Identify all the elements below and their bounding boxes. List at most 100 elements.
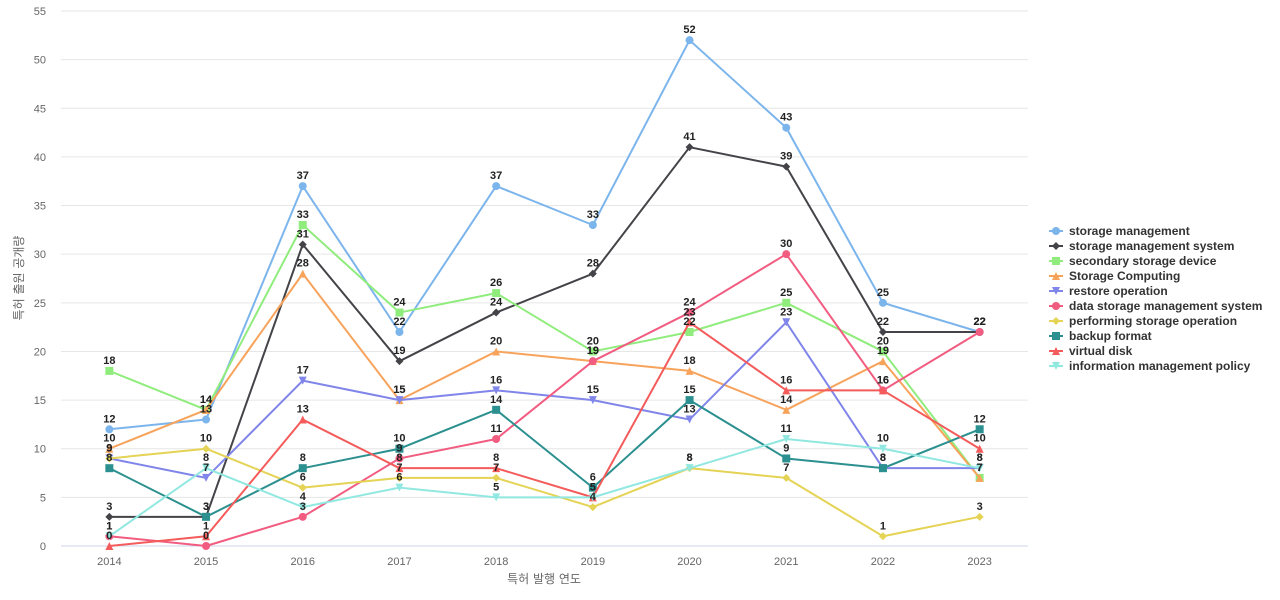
data-label: 6: [590, 472, 596, 484]
data-label: 1: [106, 520, 112, 532]
data-point: [298, 503, 307, 512]
y-tick-label: 30: [34, 249, 46, 261]
y-axis-ticks: 0 5 10 15 20 25 30 35 40 45 50 55: [34, 6, 46, 553]
data-point: [782, 386, 791, 395]
legend-item[interactable]: data storage management system: [1049, 299, 1262, 313]
data-label: 3: [106, 501, 112, 513]
y-tick-label: 15: [34, 395, 46, 407]
data-label: 22: [393, 316, 405, 328]
data-point: [782, 405, 791, 414]
data-point: [878, 328, 887, 336]
legend-marker: [1052, 332, 1060, 340]
data-point: [588, 396, 597, 405]
data-label: 10: [393, 433, 405, 445]
data-point: [878, 347, 887, 356]
y-tick-label: 5: [40, 492, 46, 504]
data-label: 10: [200, 433, 212, 445]
legend-item[interactable]: backup format: [1049, 329, 1152, 343]
data-point: [782, 250, 791, 259]
data-label: 8: [977, 452, 983, 464]
data-point: [492, 347, 501, 356]
series-9: [105, 435, 984, 541]
data-label: 15: [683, 384, 695, 396]
data-label: 13: [200, 404, 212, 416]
data-point: [782, 318, 791, 327]
x-axis-title: 특허 발행 연도: [507, 571, 581, 586]
data-point: [395, 444, 404, 453]
y-tick-label: 45: [34, 103, 46, 115]
data-label: 7: [977, 462, 983, 474]
data-label: 14: [780, 394, 793, 406]
data-label: 19: [587, 345, 599, 357]
data-point: [685, 396, 694, 405]
series-8: [105, 318, 984, 550]
data-label: 20: [877, 335, 889, 347]
data-label: 25: [780, 287, 792, 299]
data-label: 14: [490, 394, 503, 406]
data-point: [298, 376, 307, 385]
data-point: [588, 357, 597, 366]
data-label: 0: [106, 530, 112, 542]
legend-item[interactable]: storage management: [1049, 224, 1190, 238]
data-label: 5: [590, 481, 596, 493]
x-axis-ticks: 2014 2015 2016 2017 2018 2019 2020 2021 2022 2023: [97, 556, 992, 568]
data-label: 8: [977, 452, 983, 464]
legend-item[interactable]: restore operation: [1049, 284, 1168, 298]
data-label: 16: [780, 374, 792, 386]
data-point: [202, 512, 211, 521]
data-label: 19: [393, 345, 405, 357]
data-label: 28: [587, 258, 599, 270]
data-label: 15: [393, 384, 405, 396]
series-line: [109, 146, 980, 518]
data-label: 16: [490, 374, 502, 386]
legend-label: virtual disk: [1069, 344, 1133, 358]
data-label: 19: [877, 345, 889, 357]
data-point: [782, 298, 791, 307]
data-label: 33: [587, 209, 599, 221]
legend-label: Storage Computing: [1069, 269, 1180, 283]
legend-item[interactable]: secondary storage device: [1049, 254, 1217, 268]
data-label: 1: [203, 520, 209, 532]
legend-item[interactable]: information management policy: [1049, 359, 1251, 373]
series-1: [105, 143, 984, 521]
x-tick-label: 2023: [967, 556, 991, 568]
data-label: 18: [683, 355, 695, 367]
data-label: 20: [490, 335, 502, 347]
data-label: 10: [877, 433, 889, 445]
data-point: [878, 464, 887, 473]
data-point: [685, 143, 694, 152]
data-point: [492, 405, 501, 414]
data-label: 12: [974, 413, 986, 425]
data-label: 24: [683, 297, 696, 309]
data-label: 9: [396, 442, 402, 454]
data-label: 1: [106, 520, 112, 532]
y-tick-label: 0: [40, 541, 46, 553]
data-point: [298, 464, 307, 473]
data-point: [975, 473, 984, 482]
data-label: 19: [587, 345, 599, 357]
data-point: [588, 221, 597, 229]
legend-item[interactable]: virtual disk: [1049, 344, 1133, 358]
legend-item[interactable]: performing storage operation: [1049, 314, 1237, 328]
data-point: [975, 425, 984, 434]
data-label: 3: [203, 501, 209, 513]
data-point: [492, 493, 501, 502]
data-point: [202, 405, 211, 414]
data-label: 8: [203, 452, 209, 464]
data-label: 12: [103, 413, 115, 425]
data-point: [395, 473, 404, 482]
series-line: [108, 438, 980, 538]
data-label: 23: [780, 306, 792, 318]
data-label: 9: [783, 442, 789, 454]
data-label: 17: [297, 365, 309, 377]
data-label: 4: [300, 491, 307, 503]
data-label: 37: [297, 170, 309, 182]
legend-item[interactable]: storage management system: [1049, 239, 1234, 253]
data-point: [202, 464, 211, 473]
legend-item[interactable]: Storage Computing: [1049, 269, 1180, 283]
series-line: [109, 253, 981, 547]
data-point: [492, 308, 501, 317]
data-label: 31: [297, 228, 309, 240]
data-point: [105, 454, 114, 463]
